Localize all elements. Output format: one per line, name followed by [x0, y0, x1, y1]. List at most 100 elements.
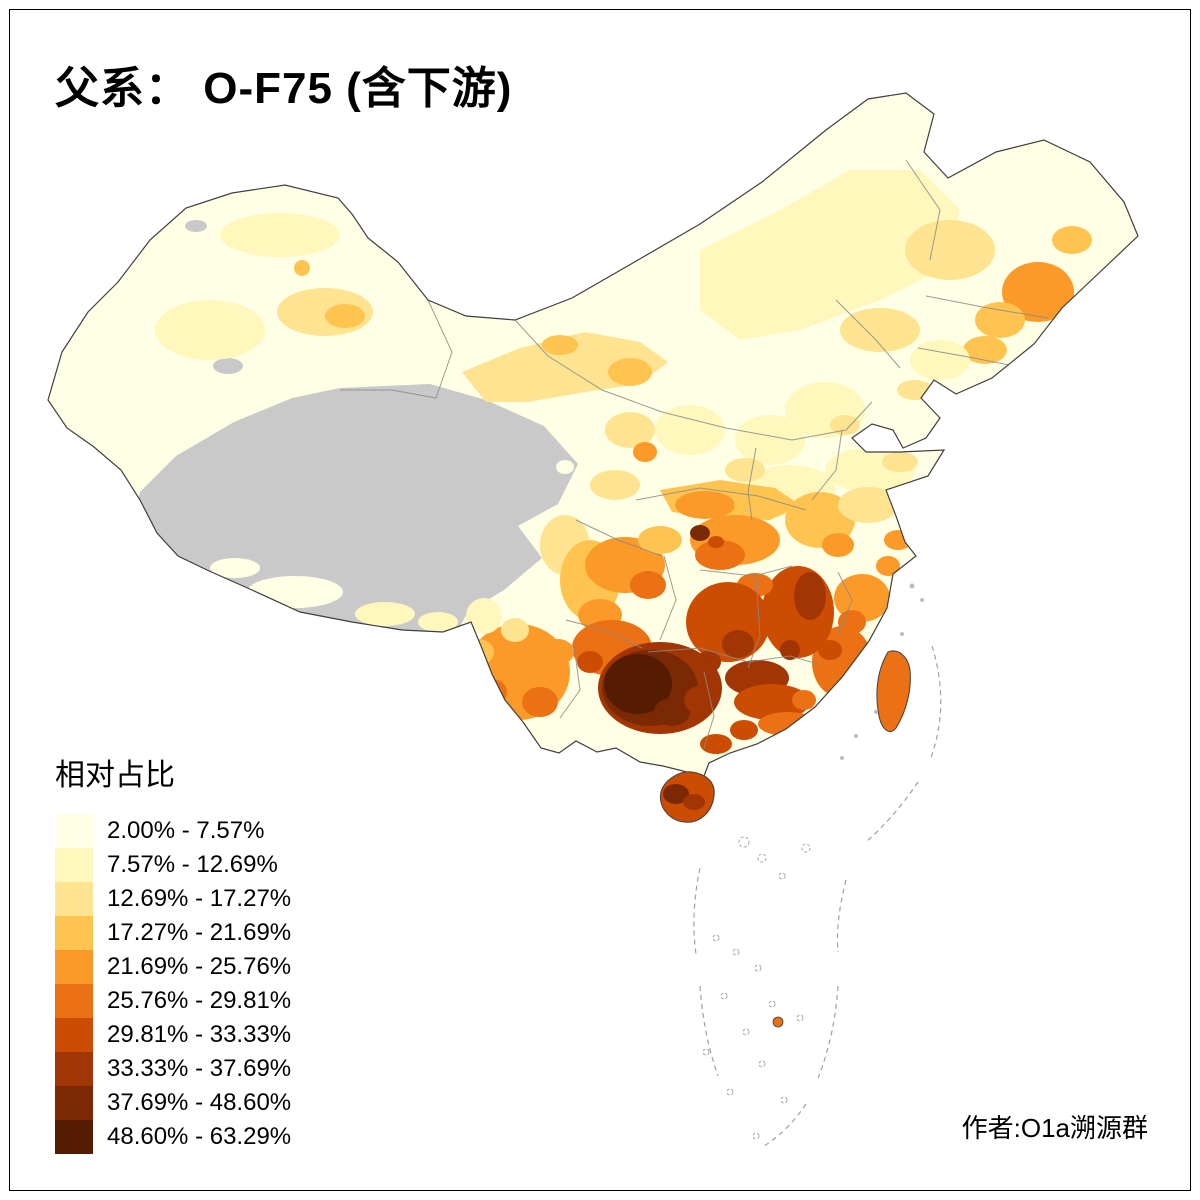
map-region [884, 530, 912, 550]
map-region [734, 684, 810, 720]
legend-label: 7.57% - 12.69% [107, 851, 278, 878]
region-northeast-orange [1002, 262, 1074, 322]
map-region [758, 712, 818, 736]
map-region [556, 460, 574, 474]
scs-colored-islet [772, 1016, 784, 1028]
south-china-sea-dashes [693, 645, 942, 1147]
map-region [818, 640, 842, 660]
map-region [963, 336, 1007, 364]
map-region [700, 734, 732, 754]
map-region [725, 458, 765, 482]
legend-label: 12.69% - 17.27% [107, 885, 292, 912]
map-region [462, 639, 494, 665]
legend-label: 29.81% - 33.33% [107, 1021, 292, 1048]
province-borders [340, 159, 1049, 749]
map-region [577, 651, 603, 673]
map-region [910, 340, 970, 380]
map-region [155, 300, 265, 360]
legend-swatch [55, 848, 93, 882]
map-region [294, 260, 310, 276]
map-region [655, 405, 725, 455]
island-taiwan [876, 650, 911, 732]
map-region [590, 470, 640, 500]
legend-row: 21.69% - 25.76% [55, 950, 291, 984]
map-region [722, 630, 754, 658]
map-region [633, 442, 657, 462]
legend-swatch [55, 950, 93, 984]
legend-swatch [55, 984, 93, 1018]
legend-row: 33.33% - 37.69% [55, 1052, 291, 1086]
legend-rows: 2.00% - 7.57% 7.57% - 12.69% 12.69% - 17.2… [55, 814, 291, 1154]
choropleth-fills [48, 93, 1138, 790]
legend-swatch [55, 882, 93, 916]
legend-swatch [55, 1120, 93, 1154]
map-region [683, 794, 705, 810]
legend-label: 17.27% - 21.69% [107, 919, 292, 946]
map-region [325, 304, 365, 328]
region-hubei-dark-spot [690, 525, 710, 541]
map-region [605, 412, 655, 448]
map-region [734, 491, 790, 519]
legend-label: 48.60% - 63.29% [107, 1123, 292, 1150]
map-region [708, 536, 724, 548]
map-region [210, 558, 260, 578]
legend-label: 37.69% - 48.60% [107, 1089, 292, 1116]
region-guangxi-dark-core [604, 654, 672, 714]
map-region [794, 572, 826, 620]
map-region [905, 220, 995, 280]
map-region [477, 679, 507, 705]
legend-row: 2.00% - 7.57% [55, 814, 291, 848]
map-region [876, 556, 900, 576]
map-region [608, 358, 652, 386]
coastal-islets [840, 583, 924, 760]
map-region [1052, 226, 1092, 254]
map-region [638, 526, 682, 554]
china-outline [47, 92, 1139, 792]
map-region [856, 684, 872, 700]
legend-swatch [55, 1018, 93, 1052]
legend: 相对占比 2.00% - 7.57% 7.57% - 12.69% 12.69% -… [55, 750, 291, 1154]
legend-label: 33.33% - 37.69% [107, 1055, 292, 1082]
legend-row: 37.69% - 48.60% [55, 1086, 291, 1120]
map-region [675, 491, 735, 519]
map-region [220, 213, 340, 257]
map-region [830, 415, 860, 435]
map-region [780, 640, 800, 660]
map-region [700, 170, 960, 340]
map-region [897, 380, 933, 400]
map-region [882, 452, 918, 472]
legend-title: 相对占比 [55, 759, 175, 792]
map-region [522, 687, 558, 717]
map-region [542, 335, 578, 355]
map-region [735, 415, 805, 465]
legend-swatch [55, 916, 93, 950]
map-region [695, 540, 745, 570]
map-region [247, 576, 343, 608]
attribution: 作者:O1a溯源群 [961, 1113, 1148, 1143]
legend-row: 7.57% - 12.69% [55, 848, 291, 882]
scs-islet-outlines [702, 836, 811, 1140]
legend-label: 21.69% - 25.76% [107, 953, 292, 980]
legend-label: 2.00% - 7.57% [107, 817, 265, 844]
legend-row: 12.69% - 17.27% [55, 882, 291, 916]
map-region [466, 598, 502, 634]
legend-swatch [55, 814, 93, 848]
map-region [838, 487, 898, 523]
map-region [663, 784, 689, 804]
map-region [654, 698, 690, 726]
region-nodata-patch [185, 220, 207, 232]
map-region [792, 690, 816, 710]
map-region [355, 602, 415, 626]
map-region [418, 612, 458, 632]
region-nodata-patch [213, 358, 243, 374]
map-region [730, 720, 758, 740]
legend-row: 48.60% - 63.29% [55, 1120, 291, 1154]
legend-swatch [55, 1052, 93, 1086]
map-region [501, 618, 529, 642]
legend-row: 29.81% - 33.33% [55, 1018, 291, 1052]
map-region [684, 686, 716, 714]
hainan-fills [663, 784, 705, 810]
map-region [840, 308, 920, 352]
